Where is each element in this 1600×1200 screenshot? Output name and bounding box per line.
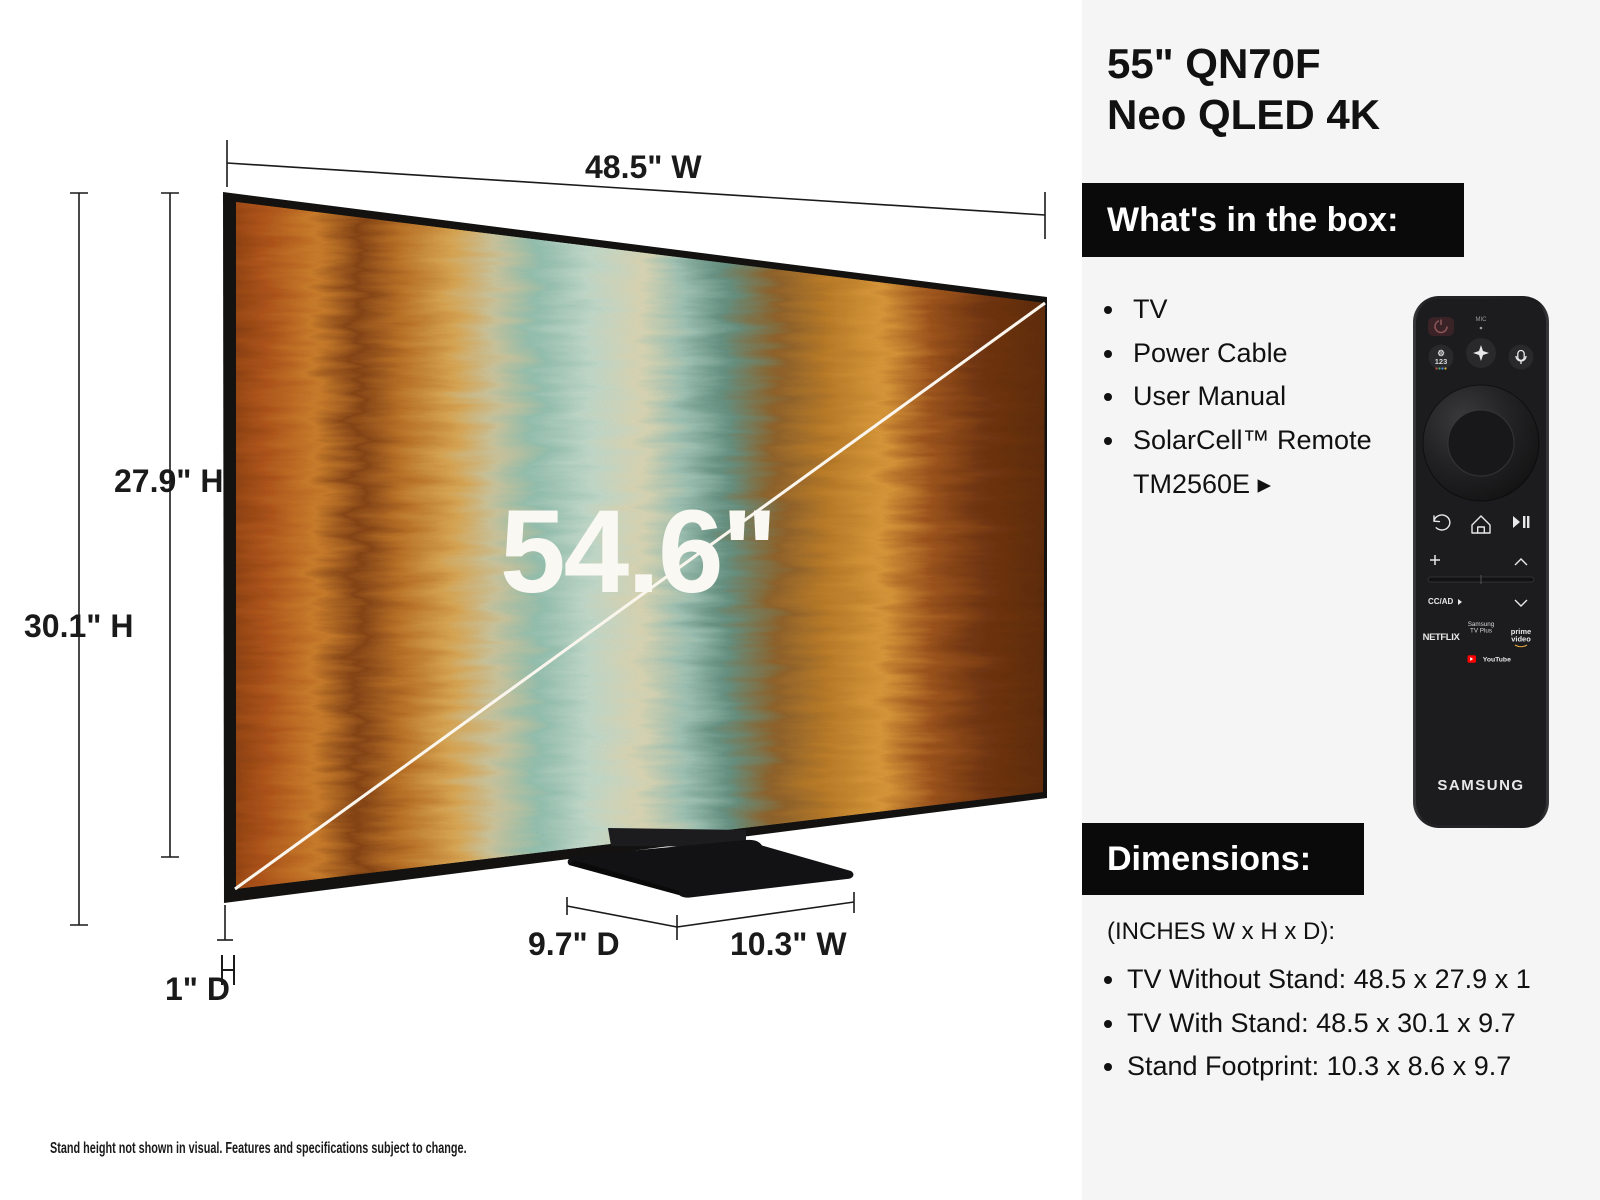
svg-text:YouTube: YouTube: [1483, 657, 1511, 664]
svg-text:TV Plus: TV Plus: [1470, 628, 1492, 635]
svg-text:123: 123: [1435, 357, 1448, 366]
svg-text:SAMSUNG: SAMSUNG: [1437, 777, 1524, 794]
svg-text:CC/AD: CC/AD: [1428, 597, 1454, 606]
svg-text:48.5" W: 48.5" W: [585, 149, 702, 185]
svg-text:54.6": 54.6": [500, 486, 776, 618]
svg-text:9.7" D: 9.7" D: [528, 926, 620, 962]
svg-text:1" D: 1" D: [165, 971, 230, 1007]
svg-text:10.3" W: 10.3" W: [730, 926, 847, 962]
svg-text:MIC: MIC: [1476, 317, 1488, 323]
svg-text:27.9" H: 27.9" H: [114, 463, 223, 499]
svg-text:video: video: [1511, 635, 1531, 644]
svg-text:NETFLIX: NETFLIX: [1423, 632, 1461, 643]
svg-text:30.1" H: 30.1" H: [24, 608, 133, 644]
